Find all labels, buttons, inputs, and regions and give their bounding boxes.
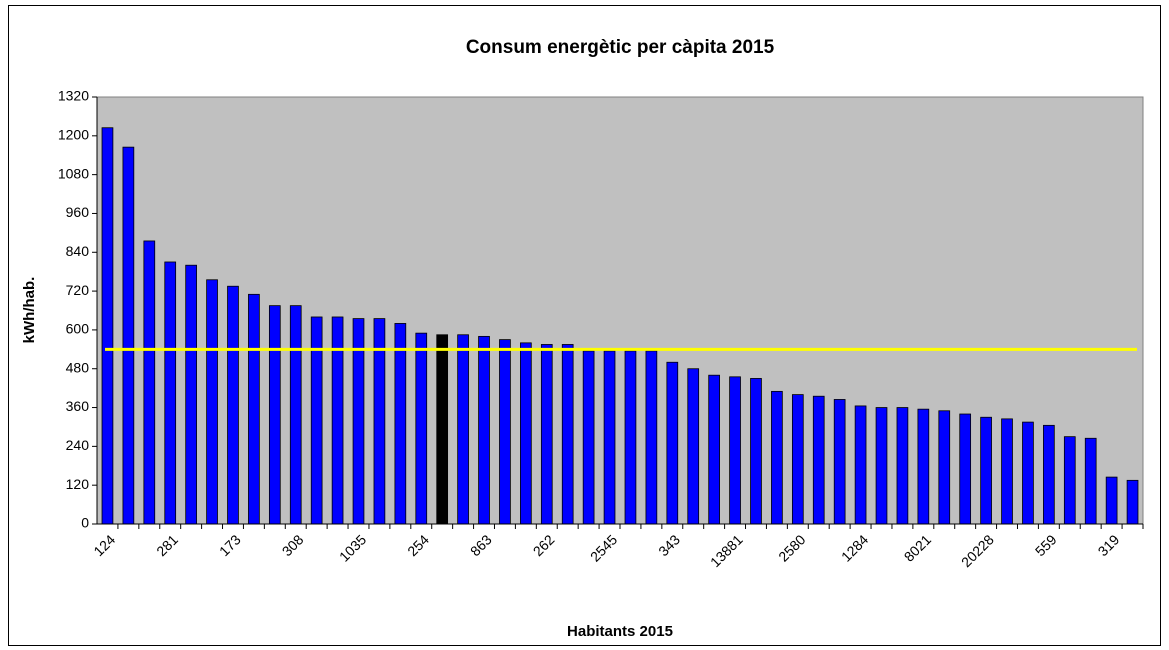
y-tick-label: 720 bbox=[66, 282, 90, 298]
bar bbox=[980, 416, 992, 525]
bar bbox=[561, 344, 574, 525]
bar bbox=[624, 350, 637, 525]
y-tick-label: 1320 bbox=[58, 88, 89, 104]
bar bbox=[520, 342, 532, 525]
bar bbox=[436, 334, 449, 525]
y-tick-label: 1200 bbox=[58, 127, 89, 143]
bar bbox=[1063, 436, 1076, 525]
bar bbox=[289, 305, 302, 525]
bar bbox=[478, 335, 490, 525]
bar bbox=[959, 413, 972, 525]
bar bbox=[854, 405, 867, 525]
bar bbox=[938, 410, 951, 525]
bar bbox=[143, 240, 156, 525]
bar bbox=[101, 127, 114, 525]
bar bbox=[394, 323, 407, 525]
bar bbox=[771, 390, 783, 525]
bar bbox=[499, 339, 511, 525]
y-tick-label: 960 bbox=[66, 204, 90, 220]
bar bbox=[708, 374, 720, 525]
bar bbox=[603, 350, 616, 525]
bar bbox=[227, 285, 239, 525]
bar bbox=[875, 407, 888, 525]
bar bbox=[812, 395, 825, 525]
x-axis-label: Habitants 2015 bbox=[567, 623, 673, 640]
bar bbox=[791, 394, 804, 525]
bar bbox=[268, 305, 281, 525]
y-tick-label: 360 bbox=[66, 398, 90, 414]
bar bbox=[582, 350, 595, 525]
bar bbox=[833, 399, 846, 525]
bar bbox=[415, 332, 428, 525]
bar bbox=[1084, 437, 1097, 525]
y-tick-label: 0 bbox=[81, 515, 89, 531]
bar bbox=[1126, 479, 1139, 525]
bar bbox=[687, 368, 700, 525]
bar bbox=[645, 350, 658, 525]
y-tick-label: 1080 bbox=[58, 165, 89, 181]
bar bbox=[896, 407, 909, 525]
bar bbox=[248, 293, 260, 525]
bar bbox=[1043, 424, 1055, 525]
bar bbox=[750, 378, 762, 525]
bar bbox=[457, 334, 469, 525]
y-tick-label: 120 bbox=[66, 476, 90, 492]
bar bbox=[1001, 418, 1013, 525]
bar bbox=[164, 261, 177, 525]
bar bbox=[666, 361, 679, 525]
bar bbox=[1105, 476, 1118, 525]
y-tick-label: 600 bbox=[66, 321, 90, 337]
bar bbox=[1022, 421, 1034, 525]
chart-title: Consum energètic per càpita 2015 bbox=[466, 37, 775, 58]
bar bbox=[540, 344, 553, 525]
bar bbox=[729, 376, 741, 525]
bar bbox=[206, 279, 218, 525]
bar bbox=[917, 408, 930, 525]
bar bbox=[185, 264, 197, 525]
bar bbox=[122, 146, 135, 525]
y-axis-label: kWh/hab. bbox=[21, 277, 38, 344]
y-tick-label: 480 bbox=[66, 359, 90, 375]
y-tick-label: 840 bbox=[66, 243, 90, 259]
y-tick-label: 240 bbox=[66, 437, 90, 453]
